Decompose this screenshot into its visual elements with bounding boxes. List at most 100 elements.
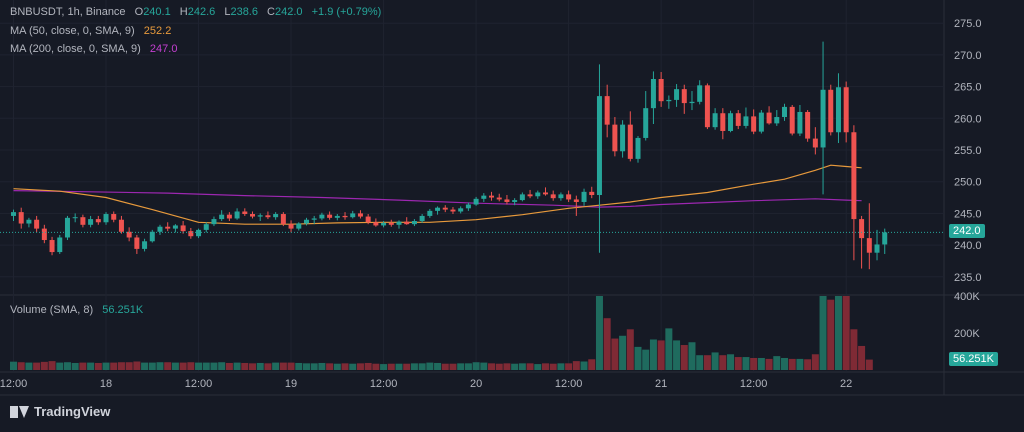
price-tick-label: 270.0	[954, 50, 982, 62]
candle-body	[118, 219, 124, 232]
volume-bar	[71, 362, 79, 370]
volume-bar	[619, 335, 627, 370]
volume-bar	[773, 356, 781, 370]
volume-bar	[673, 340, 681, 370]
candle-body	[789, 106, 795, 134]
candle-body	[550, 194, 556, 199]
price-tick-label: 260.0	[954, 113, 982, 125]
candle-body	[334, 215, 340, 218]
candle-body	[165, 226, 171, 229]
volume-bar	[333, 363, 341, 370]
time-tick-label: 12:00	[555, 378, 583, 390]
time-axis[interactable]: 12:00 18 12:00 19 12:00 20 12:00 21 12:00 22	[0, 378, 852, 390]
volume-bar	[541, 363, 549, 370]
candle-body	[450, 209, 456, 212]
candle-body	[357, 213, 363, 217]
volume-bar	[850, 329, 858, 370]
volume-bar	[256, 362, 264, 370]
volume-bar	[549, 363, 557, 370]
volume-bar	[25, 362, 33, 370]
volume-bar	[241, 362, 249, 370]
volume-bar	[94, 362, 102, 370]
volume-tick-label: 400K	[954, 291, 980, 303]
candle-body	[620, 124, 626, 152]
volume-bar	[79, 362, 87, 370]
candle-body	[527, 194, 533, 197]
candle-body	[142, 241, 148, 249]
volume-bar	[603, 318, 611, 370]
candle-body	[859, 219, 865, 239]
tradingview-brand[interactable]: TradingView	[10, 404, 110, 419]
volume-bar	[611, 338, 619, 370]
candle-body	[820, 89, 826, 148]
candle-body	[519, 194, 525, 201]
candle-body	[427, 210, 433, 216]
volume-bar	[696, 355, 704, 370]
candle-body	[11, 212, 16, 216]
time-tick-label: 22	[840, 378, 852, 390]
volume-bar	[534, 364, 542, 370]
volume-bar	[279, 362, 287, 370]
volume-bar	[156, 362, 164, 370]
candle-body	[157, 226, 163, 232]
candle-body	[257, 215, 263, 217]
candle-body	[604, 96, 610, 125]
symbol-label[interactable]: BNBUSDT, 1h, Binance	[10, 6, 126, 18]
volume-bar	[295, 362, 303, 370]
candle-body	[851, 132, 857, 220]
candle-body	[712, 113, 718, 128]
volume-bar	[781, 357, 788, 370]
candle-body	[866, 238, 872, 253]
price-tick-label: 240.0	[954, 240, 982, 252]
ma200-path	[13, 190, 862, 208]
candle-body	[296, 223, 302, 229]
candle-body	[874, 244, 880, 253]
volume-bar	[349, 363, 357, 370]
volume-bar	[225, 362, 233, 370]
candle-body	[172, 225, 178, 229]
volume-bar	[734, 357, 742, 370]
volume-bar	[272, 362, 280, 370]
volume-bar	[318, 362, 326, 370]
candle-body	[64, 217, 70, 238]
candle-body	[766, 112, 772, 124]
volume-bar	[202, 362, 210, 370]
volume-bar	[788, 358, 796, 370]
candle-body	[843, 87, 849, 133]
volume-bar	[164, 362, 172, 370]
candle-body	[49, 240, 55, 253]
volume-bar	[434, 362, 442, 370]
ma50-legend[interactable]: MA (50, close, 0, SMA, 9) 252.2	[10, 25, 177, 37]
candle-body	[681, 89, 687, 104]
ma200-legend[interactable]: MA (200, close, 0, SMA, 9) 247.0	[10, 43, 183, 55]
volume-bar	[626, 329, 634, 370]
candle-body	[18, 212, 24, 224]
volume-bar	[133, 361, 141, 370]
candle-body	[504, 199, 510, 202]
volume-bar	[572, 361, 580, 370]
candle-body	[95, 219, 101, 223]
volume-bar	[40, 361, 48, 370]
candle-body	[350, 213, 356, 218]
candle-body	[72, 217, 78, 219]
candle-body	[596, 96, 602, 196]
candle-body	[573, 199, 579, 202]
candle-body	[311, 218, 317, 220]
volume-bar	[117, 362, 125, 370]
candle-body	[674, 89, 680, 100]
candle-body	[196, 229, 202, 237]
candle-body	[319, 214, 325, 219]
volume-value: 56.251K	[102, 304, 144, 316]
volume-bar	[719, 355, 727, 370]
volume-tick-label: 200K	[954, 328, 980, 340]
price-axis[interactable]: 275.0 270.0 265.0 260.0 255.0 250.0 245.0 240.0…	[954, 18, 982, 340]
candle-body	[728, 113, 734, 131]
candle-body	[273, 214, 279, 218]
volume-bar	[657, 340, 665, 370]
volume-bar	[703, 355, 711, 370]
volume-bar	[557, 363, 565, 370]
candle-body	[481, 195, 487, 199]
volume-legend[interactable]: Volume (SMA, 8) 56.251K	[10, 304, 149, 316]
volume-bar	[665, 328, 673, 370]
